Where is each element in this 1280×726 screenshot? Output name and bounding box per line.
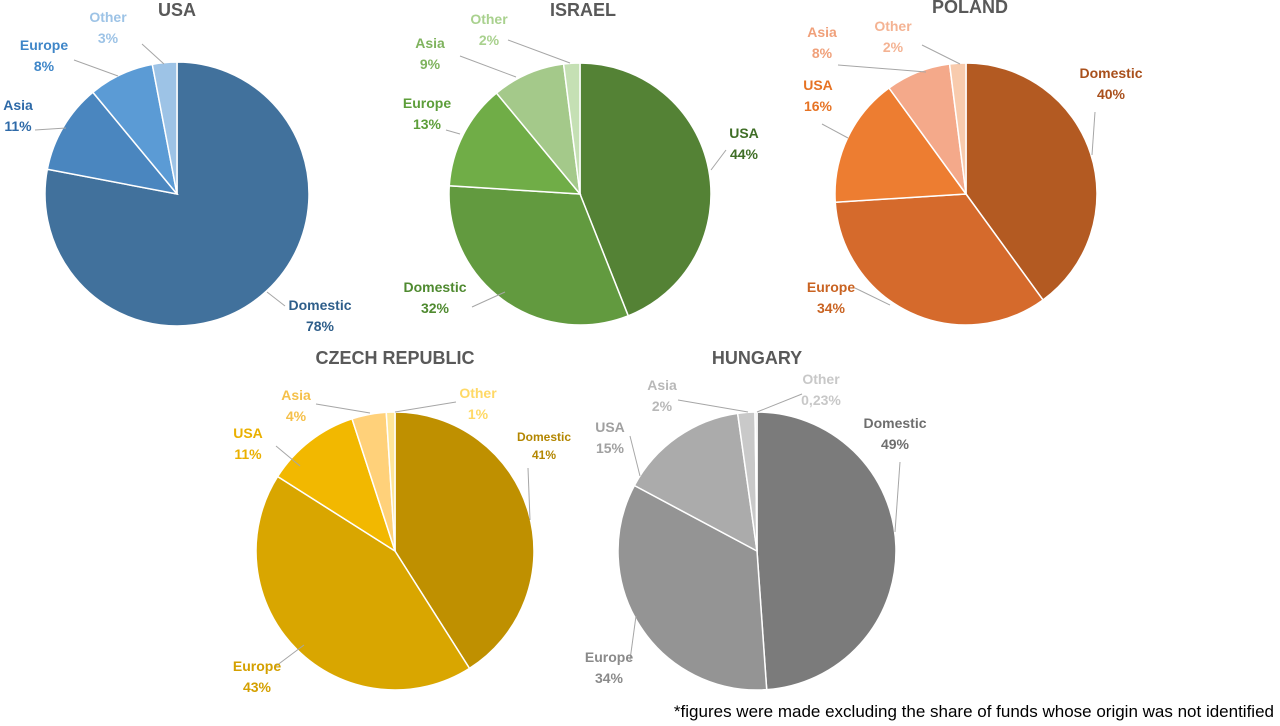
slice-value-europe: 34%	[817, 300, 846, 316]
slice-label-domestic: Domestic	[403, 279, 466, 295]
slice-label-domestic: Domestic	[863, 415, 926, 431]
slice-label-domestic: Domestic	[517, 430, 571, 444]
leader-line	[471, 291, 506, 308]
slice-label-domestic: Domestic	[1079, 65, 1142, 81]
leader-line	[141, 43, 165, 65]
chart-title: ISRAEL	[550, 0, 616, 20]
slice-label-asia: Asia	[415, 35, 445, 51]
leader-line	[756, 393, 803, 413]
slice-value-other: 3%	[98, 30, 119, 46]
slice-label-domestic: Domestic	[288, 297, 351, 313]
leader-line	[894, 461, 901, 533]
slice-value-asia: 4%	[286, 408, 307, 424]
slice-value-other: 2%	[883, 39, 904, 55]
slice-domestic	[756, 411, 897, 691]
slice-value-usa: 44%	[730, 146, 759, 162]
footnote: *figures were made excluding the share o…	[673, 702, 1274, 721]
slice-label-other: Other	[459, 385, 497, 401]
leader-line	[275, 445, 301, 467]
pie-chart-usa: USA Domestic 78% Asia 11% Europe 8% Other 3%	[3, 0, 352, 334]
slice-other	[562, 62, 581, 195]
slice-label-europe: Europe	[585, 649, 633, 665]
leader-line	[629, 435, 641, 477]
slice-label-usa: USA	[729, 125, 759, 141]
slice-europe	[448, 92, 582, 195]
slice-label-usa: USA	[233, 425, 263, 441]
leader-line	[275, 644, 305, 667]
pie-chart-poland: POLAND Domestic 40% Europe 34% USA 16% Asia 8% Ot…	[803, 0, 1143, 326]
slice-value-europe: 8%	[34, 58, 55, 74]
slice-value-usa: 11%	[234, 446, 262, 462]
slice-value-domestic: 78%	[306, 318, 335, 334]
slice-other	[754, 411, 758, 552]
chart-title: POLAND	[932, 0, 1008, 17]
slice-value-other: 0,23%	[801, 392, 841, 408]
slice-label-usa: USA	[803, 77, 833, 93]
slice-label-europe: Europe	[807, 279, 855, 295]
leader-line	[921, 44, 961, 65]
slice-domestic	[965, 62, 1098, 302]
leader-line	[837, 64, 927, 73]
leader-line	[459, 55, 517, 78]
slice-value-domestic: 41%	[532, 448, 556, 462]
leader-line	[507, 39, 571, 64]
chart-title: USA	[158, 0, 196, 20]
leader-line	[394, 401, 457, 413]
chart-title: CZECH REPUBLIC	[315, 348, 474, 368]
slice-asia	[46, 91, 179, 196]
slice-value-other: 2%	[479, 32, 500, 48]
slice-value-asia: 2%	[652, 398, 673, 414]
slice-label-europe: Europe	[233, 658, 281, 674]
slice-other	[151, 61, 178, 195]
leader-line	[821, 123, 849, 139]
leader-line	[710, 149, 727, 171]
leader-line	[445, 129, 461, 135]
slice-label-asia: Asia	[281, 387, 311, 403]
slice-value-domestic: 32%	[421, 300, 450, 316]
slice-value-other: 1%	[468, 406, 489, 422]
leader-line	[315, 403, 371, 414]
slice-domestic	[394, 411, 535, 670]
leader-line	[677, 399, 749, 413]
slice-value-usa: 15%	[596, 440, 625, 456]
leader-line	[1091, 111, 1096, 156]
slice-label-asia: Asia	[3, 97, 33, 113]
slice-label-usa: USA	[595, 419, 625, 435]
slice-value-domestic: 40%	[1097, 86, 1126, 102]
slice-label-other: Other	[802, 371, 840, 387]
leader-line	[527, 467, 531, 521]
slice-usa	[579, 62, 712, 317]
slice-europe	[255, 475, 471, 691]
slice-value-europe: 13%	[413, 116, 442, 132]
leader-line	[73, 59, 119, 77]
slice-value-domestic: 49%	[881, 436, 910, 452]
slice-label-other: Other	[470, 11, 508, 27]
chart-title: HUNGARY	[712, 348, 802, 368]
slice-value-europe: 43%	[243, 679, 272, 695]
slice-label-europe: Europe	[20, 37, 68, 53]
slice-value-asia: 9%	[420, 56, 441, 72]
slice-label-europe: Europe	[403, 95, 451, 111]
slice-domestic	[448, 184, 630, 326]
slice-other	[385, 411, 396, 552]
leader-line	[34, 127, 67, 131]
pie-chart-israel: ISRAEL USA 44% Domestic 32% Europe 13% Asia 9% Ot…	[403, 0, 759, 326]
leader-line	[629, 615, 637, 661]
slice-europe	[834, 193, 1045, 326]
slice-usa	[276, 417, 397, 553]
slice-label-other: Other	[874, 18, 912, 34]
slice-label-asia: Asia	[647, 377, 677, 393]
pie-chart-czech-republic: CZECH REPUBLIC Domestic 41% Europe 43% USA 11%…	[233, 348, 571, 695]
slice-label-other: Other	[89, 9, 127, 25]
slice-value-asia: 8%	[812, 45, 833, 61]
slice-label-asia: Asia	[807, 24, 837, 40]
slice-value-asia: 11%	[4, 118, 32, 134]
pie-chart-hungary: HUNGARY Domestic 49% Europe 34% USA 15% Asia 2% O…	[585, 348, 927, 691]
slice-value-europe: 34%	[595, 670, 624, 686]
slice-value-usa: 16%	[804, 98, 833, 114]
leader-line	[854, 287, 891, 306]
leader-line	[266, 291, 286, 307]
slice-usa	[633, 412, 758, 553]
